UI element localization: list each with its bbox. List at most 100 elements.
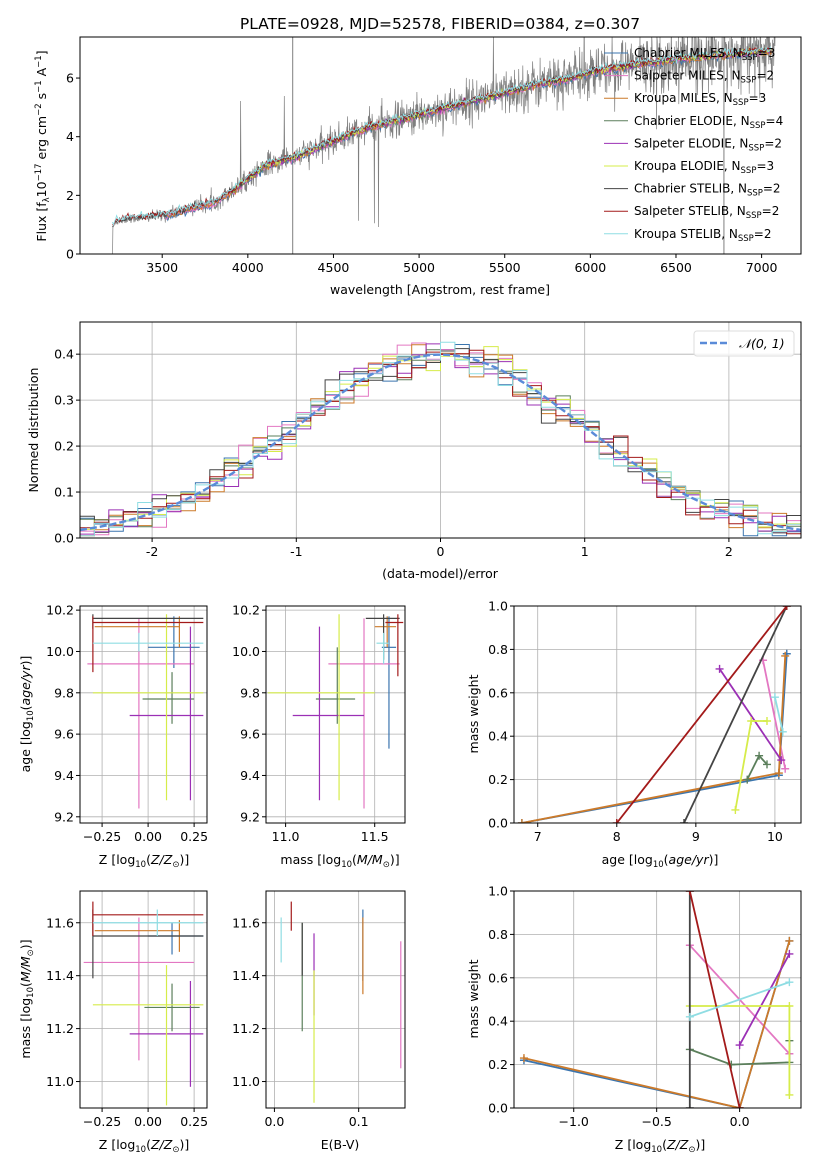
- x-tick-label: 10: [767, 829, 783, 844]
- frame-age-vs-mass: 11.0 11.5 9.2 9.4 9.6 9.8 10.0 10.2: [232, 603, 406, 844]
- weight-marker: [735, 1104, 744, 1108]
- residual-hist-kroupa-elodie: [80, 346, 801, 530]
- x-axis-label: Z [log10(Z/Z⊙)]: [615, 1137, 705, 1155]
- weight-series-kroupa-elodie: [731, 717, 772, 814]
- panel-mass-vs-ebv: [266, 891, 405, 1108]
- weight-line: [688, 891, 741, 1108]
- weight-marker: [517, 819, 526, 823]
- x-tick-label: 5500: [489, 260, 521, 275]
- x-tick-label: 0.25: [180, 829, 208, 844]
- weight-line: [762, 660, 787, 769]
- model-spectrum-kroupa-stelib: [112, 45, 772, 227]
- grid: [80, 606, 207, 823]
- frame-residuals: -2 -1 0 1 2 0.0 0.1 0.2 0.3 0.4: [54, 321, 802, 559]
- x-axis-label: wavelength [Angstrom, rest frame]: [330, 282, 550, 297]
- weight-marker: [755, 751, 764, 760]
- x-tick-label: 0.1: [349, 1114, 369, 1129]
- legend-label-salpeter-miles: Salpeter MILES, NSSP=2: [634, 69, 774, 86]
- y-tick-label: 0.1: [54, 485, 74, 500]
- x-tick-label: 1: [581, 544, 589, 559]
- y-tick-label: 11.4: [46, 968, 74, 983]
- weight-line: [683, 606, 788, 823]
- weight-marker: [519, 1054, 528, 1063]
- weight-marker: [612, 819, 621, 823]
- residual-hist-kroupa-stelib: [80, 341, 801, 537]
- weight-series-chabrier-stelib: [685, 891, 694, 1108]
- x-tick-label: 7000: [746, 260, 778, 275]
- x-tick-label: 6500: [660, 260, 692, 275]
- weight-marker: [774, 769, 783, 778]
- y-tick-label: 0.4: [488, 729, 508, 744]
- y-tick-label: 10.0: [232, 644, 260, 659]
- y-axis-label: Flux [fλ10−17 erg cm−2 s−1 A−1]: [34, 50, 52, 241]
- frame-mass-vs-ebv: 0.0 0.1 11.0 11.2 11.4 11.6: [232, 890, 406, 1129]
- y-tick-label: 0.6: [488, 685, 508, 700]
- grid: [266, 606, 405, 823]
- errorbar-chabrier-elodie: [315, 647, 356, 724]
- y-axis-label: mass [log10(M/M⊙)]: [18, 939, 36, 1058]
- legend-label-salpeter-stelib: Salpeter STELIB, NSSP=2: [634, 204, 779, 221]
- errorbar-chabrier-stelib: [365, 614, 400, 660]
- weight-marker: [782, 606, 791, 610]
- errorbar-salpeter-stelib: [92, 901, 204, 936]
- axes-frame: [79, 605, 208, 824]
- axes-frame: [513, 890, 802, 1109]
- legend-label-chabrier-elodie: Chabrier ELODIE, NSSP=4: [634, 114, 783, 131]
- plot-area: [517, 606, 791, 823]
- y-tick-label: 2: [66, 188, 74, 203]
- figure-title: PLATE=0928, MJD=52578, FIBERID=0384, z=0…: [240, 15, 640, 33]
- errorbar-kroupa-elodie: [92, 614, 204, 801]
- axes-frame: [265, 890, 406, 1109]
- weight-series-salpeter-elodie: [735, 949, 794, 1050]
- weight-line: [616, 606, 788, 823]
- plot-area: [80, 341, 801, 537]
- weight-marker: [785, 936, 794, 945]
- weight-marker: [785, 949, 794, 958]
- x-tick-label: 9: [692, 829, 700, 844]
- legend-label-kroupa-miles: Kroupa MILES, NSSP=3: [634, 91, 766, 108]
- axes-frame: [79, 890, 208, 1109]
- x-tick-label: −0.5: [641, 1114, 671, 1129]
- y-tick-label: 9.6: [54, 727, 74, 742]
- y-tick-label: 11.0: [232, 1074, 260, 1089]
- x-tick-label: 6000: [574, 260, 606, 275]
- y-tick-label: 0.3: [54, 393, 74, 408]
- x-tick-label: 4000: [232, 260, 264, 275]
- weight-series-salpeter-stelib: [685, 891, 744, 1108]
- weight-line: [774, 696, 784, 733]
- y-tick-label: 6: [66, 71, 74, 86]
- axes-frame: [79, 36, 802, 255]
- x-tick-label: 0: [437, 544, 445, 559]
- weight-series-chabrier-elodie: [743, 751, 772, 784]
- x-axis-label: Z [log10(Z/Z⊙)]: [99, 852, 189, 870]
- frame-mass-vs-Z: −0.25 0.00 0.25 11.0 11.2 11.4 11.6: [46, 890, 208, 1129]
- errorbar-kroupa-elodie: [267, 614, 375, 801]
- errorbar-chabrier-miles: [148, 616, 200, 668]
- errorbar-kroupa-miles: [94, 616, 180, 648]
- plot-area: [280, 901, 402, 1103]
- y-tick-label: 9.8: [54, 685, 74, 700]
- y-tick-label: 0.2: [488, 1057, 508, 1072]
- y-tick-label: 11.2: [232, 1021, 260, 1036]
- weight-series-kroupa-stelib: [770, 693, 787, 736]
- gaussian-curve: [80, 353, 801, 532]
- weight-marker: [785, 1090, 794, 1099]
- y-tick-label: 0.4: [488, 1014, 508, 1029]
- y-tick-label: 9.2: [240, 809, 260, 824]
- weight-marker: [743, 775, 752, 784]
- y-tick-label: 0.8: [488, 927, 508, 942]
- frame-spectrum: 3500 4000 4500 5000 5500 6000 6500 7000 0 2 4 6: [66, 36, 802, 275]
- panel-age-vs-mass: [266, 606, 405, 823]
- y-tick-label: 1.0: [488, 599, 508, 614]
- y-tick-label: 1.0: [488, 884, 508, 899]
- y-tick-label: 10.2: [46, 603, 74, 618]
- x-tick-label: 11.5: [361, 829, 389, 844]
- weight-series-kroupa-miles: [517, 651, 790, 823]
- weight-line: [734, 720, 767, 811]
- y-tick-label: 0: [66, 247, 74, 262]
- weight-marker: [781, 764, 790, 773]
- plot-area: [112, 37, 776, 254]
- weight-marker: [770, 693, 779, 702]
- plot-area: [519, 891, 794, 1108]
